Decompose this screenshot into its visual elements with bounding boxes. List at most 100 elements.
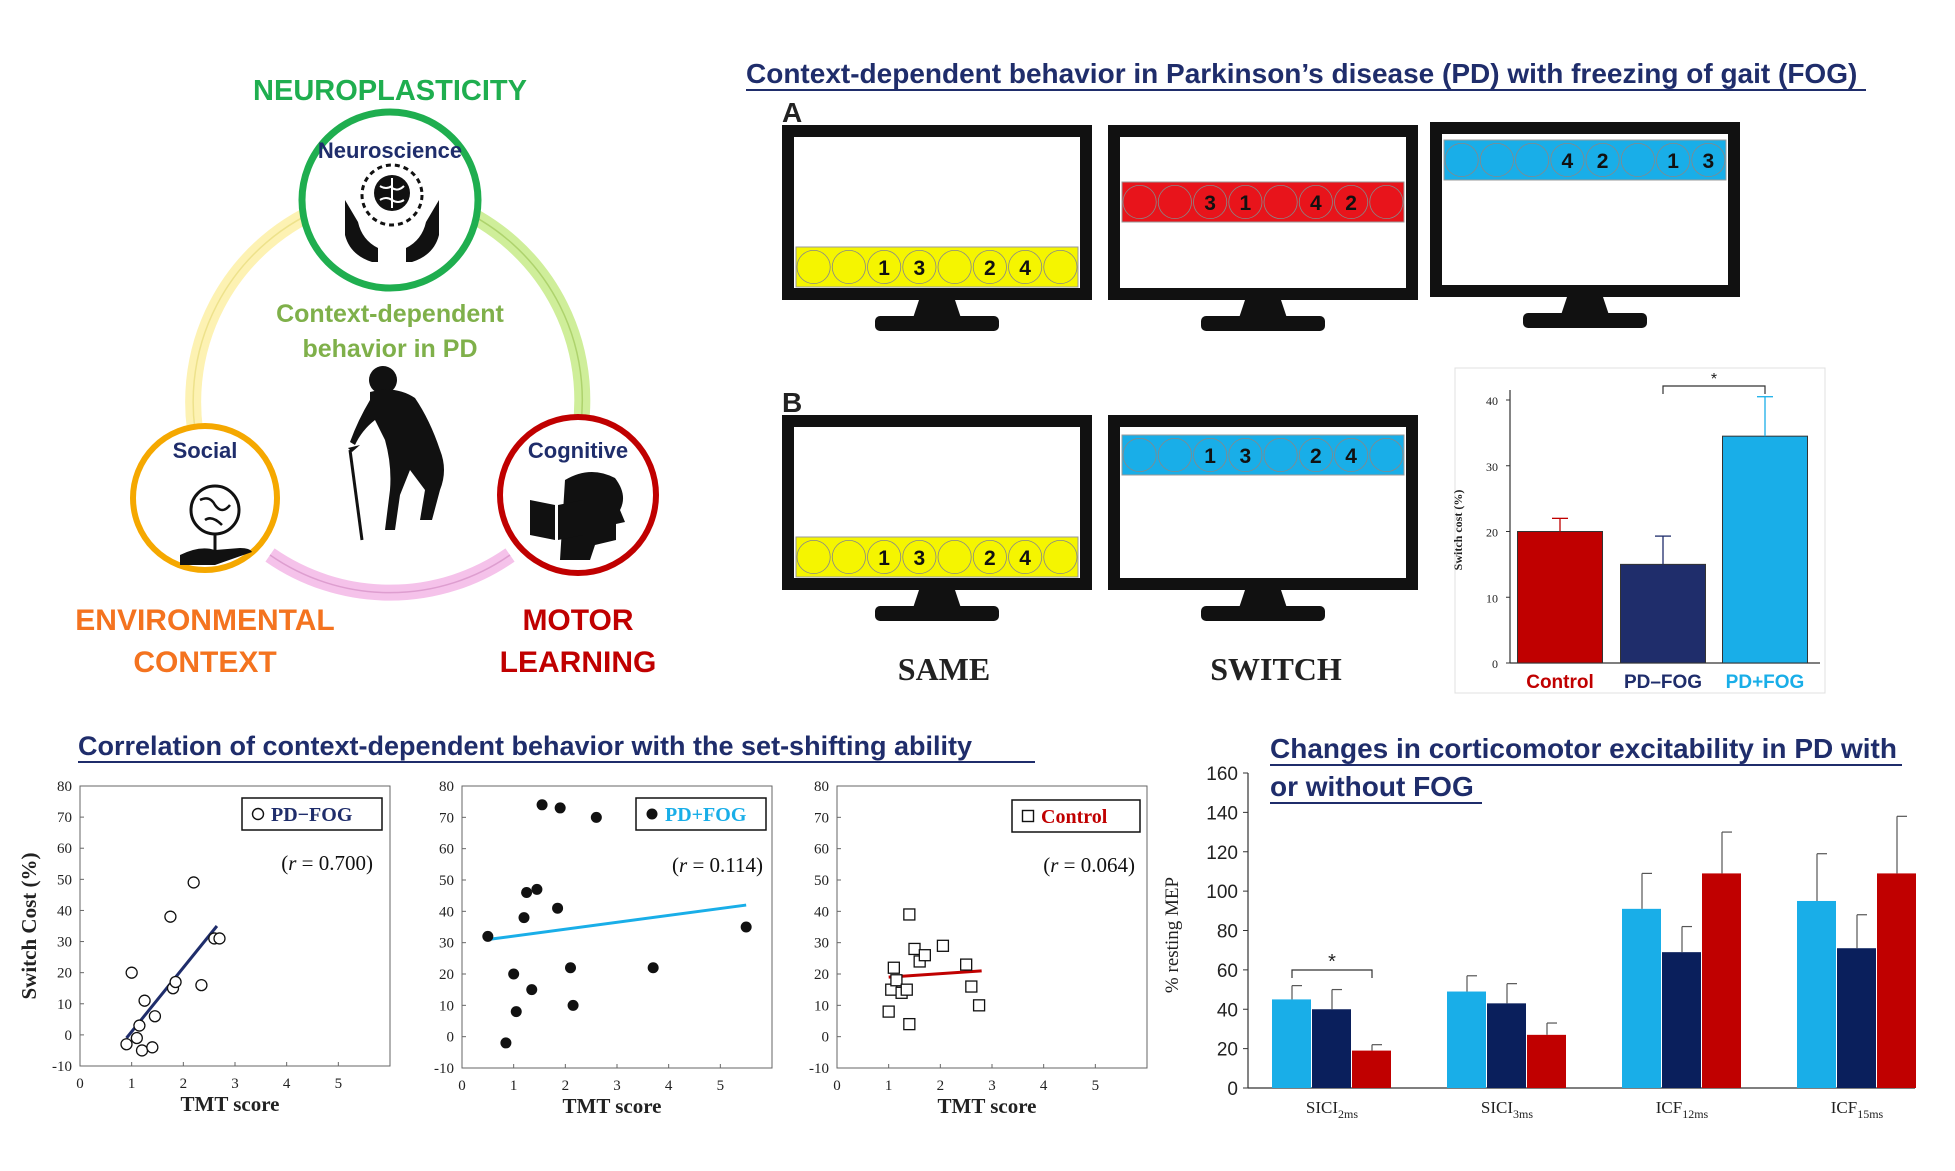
y-tick-label: 10 [814,998,829,1014]
strip-number: 3 [1240,445,1252,468]
category-base: ICF [1656,1098,1682,1117]
r-value: = 0.114) [687,853,763,877]
data-point [936,939,950,952]
strip-number: 2 [1345,192,1357,215]
strip-circle [1369,437,1404,473]
legend: Control [1011,799,1141,833]
strip-circle [1193,184,1228,220]
strip-circle [1043,249,1078,285]
head-with-book-icon [530,471,625,560]
strip-circle [867,249,902,285]
x-tick-label: 3 [231,1076,239,1092]
y-tick-label: 80 [439,779,454,795]
data-point [526,984,538,996]
bar [1517,531,1603,664]
category-label: Control [1526,672,1594,693]
data-point [130,1031,143,1045]
data-point [187,876,200,889]
data-point [148,1010,162,1023]
task-title: Context-dependent behavior in Parkinson’… [746,58,1857,89]
category-base: ICF [1831,1098,1857,1117]
y-tick-label: 0 [1492,657,1498,671]
neuroplasticity-label: NEUROPLASTICITY [253,75,527,107]
strip-number: 2 [1597,150,1609,173]
strip-circle [937,539,972,575]
strip-number: 1 [1204,445,1216,468]
strip-number: 1 [1667,150,1679,173]
strip-circle [1157,184,1192,220]
data-point [120,1038,133,1051]
strip-number: 4 [1019,547,1031,570]
arc-top-to-right-edge [449,204,584,456]
legend: PD+FOG [635,797,767,831]
regression-line [888,969,982,979]
data-point [918,949,931,962]
x-tick-label: 4 [283,1076,291,1092]
data-point [567,999,579,1011]
significance-star: * [1328,951,1336,973]
y-tick-label: 10 [57,997,72,1013]
r-variable: r [1050,853,1059,877]
strip-circle [1263,437,1298,473]
y-tick-label: 0 [447,1030,455,1046]
strip-circle [1334,437,1369,473]
task-panel: Context-dependent behavior in Parkinson’… [746,58,1866,687]
data-point [882,1005,895,1018]
strip-circle [1263,184,1298,220]
strip-number: 1 [1240,192,1252,215]
x-tick-label: 4 [665,1078,673,1094]
y-tick-label: 10 [439,998,454,1014]
monitor-screens: 1 3 2 43 1 4 24 2 1 31 3 2 41 3 2 4 [782,122,1740,621]
data-point [740,921,752,933]
data-point [135,1044,149,1057]
strip-circle [1298,184,1333,220]
x-tick-label: 3 [613,1078,621,1094]
y-tick-label: 50 [814,873,829,889]
y-tick-label: 40 [814,904,829,920]
plot-frame [836,785,1148,1069]
switch-label: SWITCH [1210,651,1342,687]
strip-circle [831,539,866,575]
x-tick-label: 5 [335,1076,343,1092]
y-tick-label: 0 [65,1028,73,1044]
elderly-person-icon [348,366,444,541]
y-tick-label: 60 [1217,961,1238,982]
y-tick-label: 50 [439,873,454,889]
strip-circle [902,249,937,285]
data-point [960,958,973,971]
y-tick-label: 40 [1486,394,1498,408]
data-point [965,980,978,993]
data-point [531,883,543,895]
category-subscript: 12ms [1682,1107,1708,1121]
strip-circle [1334,184,1369,220]
x-axis-label: TMT score [938,1094,1037,1118]
strip-circle [1043,539,1078,575]
strip-number: 3 [1703,150,1715,173]
x-axis-label: TMT score [181,1092,280,1116]
center-label-1: Context-dependent [276,300,504,328]
plot-frame [79,785,391,1067]
y-tick-label: 80 [1217,922,1238,943]
x-tick-label: 5 [1092,1078,1100,1094]
strip-number: 2 [1310,445,1322,468]
strip-circle [1515,142,1550,178]
y-tick-label: 30 [814,936,829,952]
r-value: = 0.700) [296,851,373,875]
globe-in-hand-icon [180,484,252,565]
x-tick-label: 0 [458,1078,466,1094]
category-base: SICI [1306,1098,1338,1117]
y-tick-label: 0 [822,1030,830,1046]
category-subscript: 2ms [1338,1107,1358,1121]
r-value: = 0.064) [1058,853,1135,877]
x-tick-label: 2 [180,1076,188,1092]
category-label: ICF15ms [1831,1098,1884,1121]
plot-frame [461,785,773,1069]
strip-circle [1008,249,1043,285]
legend-label: PD−FOG [271,804,353,826]
strip-number: 2 [984,257,996,280]
data-point [900,983,913,996]
